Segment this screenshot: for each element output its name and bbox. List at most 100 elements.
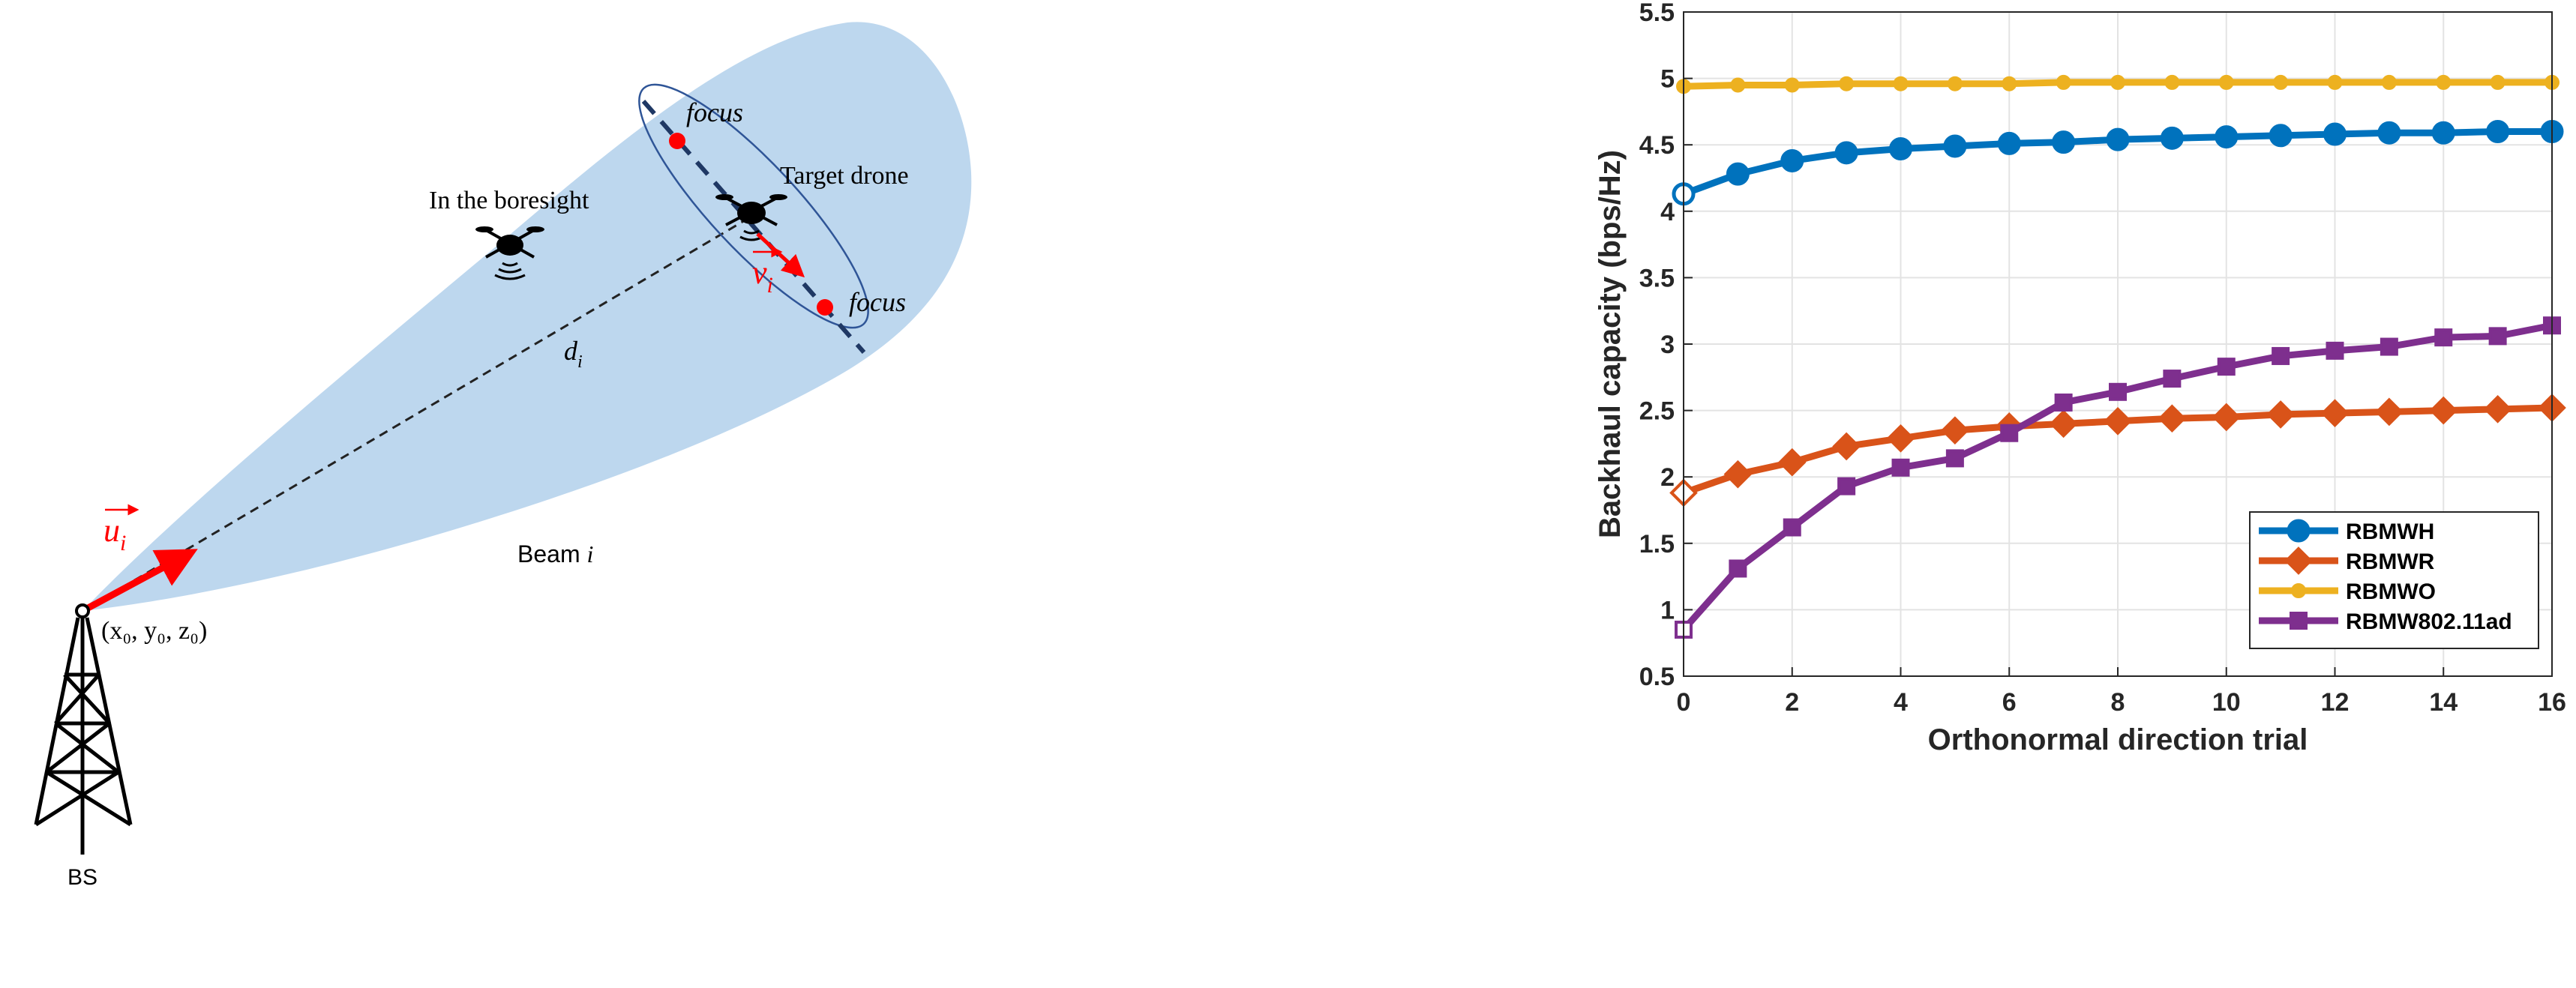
bs-tower-icon (34, 603, 133, 855)
data-point (1889, 137, 1912, 161)
y-tick-label: 3 (1660, 331, 1675, 359)
beam-shape (82, 22, 972, 612)
focus-point-top (669, 133, 685, 149)
data-point (2212, 403, 2241, 432)
u-vector-arrow (80, 549, 198, 614)
x-tick-label: 4 (1894, 688, 1908, 717)
label-bs-coordinates: (x₀, y₀, z₀) (101, 617, 207, 645)
legend-marker (2287, 519, 2311, 543)
data-point (2490, 74, 2506, 90)
capacity-chart: 0 2 4 6 8 10 12 14 16 0.5 1 1.5 2 2.5 3 3.5 4 4.5 5 5.5 Ort… (1594, 0, 2566, 756)
data-point (2429, 396, 2458, 425)
y-tick-label: 5 (1660, 65, 1675, 94)
legend-marker (2290, 612, 2308, 630)
data-point (1839, 76, 1855, 91)
y-tick-label: 4 (1660, 198, 1675, 226)
data-point (2326, 341, 2344, 360)
legend-label: RBMWO (2346, 579, 2436, 604)
data-point (2320, 399, 2350, 427)
data-point (1780, 148, 1804, 172)
y-axis-label: Backhaul capacity (bps/Hz) (1594, 150, 1627, 538)
tick-layer: 0 2 4 6 8 10 12 14 16 0.5 1 1.5 2 2.5 3 3.5 4 4.5 5 5.5 (1639, 0, 2566, 717)
data-point (2375, 397, 2404, 427)
legend-entry-rbmwr: RBMWR (2259, 546, 2435, 575)
data-point (2323, 122, 2347, 146)
data-point (2377, 121, 2401, 145)
y-tick-label: 4.5 (1639, 131, 1675, 160)
legend-entry-rbmwh: RBMWH (2259, 519, 2434, 544)
data-point (1834, 141, 1858, 165)
data-point (1726, 162, 1750, 186)
series-rbmw802-11ad (1675, 316, 2561, 639)
data-point (1783, 518, 1801, 537)
data-point (1730, 77, 1746, 93)
label-focus-top: focus (686, 97, 743, 127)
data-point (1943, 134, 1967, 158)
label-v-vector: vi (752, 254, 773, 298)
series-rbmwr (1669, 394, 2566, 507)
data-point (1945, 449, 1964, 468)
data-point (1784, 77, 1800, 93)
data-point (2158, 404, 2187, 433)
legend-marker (2284, 546, 2313, 575)
data-point (2052, 130, 2076, 154)
x-tick-label: 12 (2321, 688, 2350, 717)
label-boresight: In the boresight (429, 187, 589, 214)
data-point (1997, 131, 2021, 155)
x-tick-label: 2 (1785, 688, 1799, 717)
data-point (1777, 448, 1807, 477)
data-point (1941, 416, 1969, 445)
label-beam: Beam i (517, 540, 593, 567)
y-tick-label: 0.5 (1639, 663, 1675, 691)
legend-label: RBMW802.11ad (2346, 609, 2512, 634)
beam-diagram: In the boresight Target drone focus focu… (34, 22, 972, 890)
data-point (2160, 126, 2184, 150)
series-layer (1669, 74, 2566, 639)
x-tick-label: 10 (2212, 688, 2241, 717)
x-tick-label: 0 (1677, 688, 1691, 717)
data-point (2488, 327, 2507, 346)
data-point (2163, 370, 2182, 388)
data-point (2000, 424, 2019, 442)
x-tick-label: 8 (2111, 688, 2125, 717)
legend-label: RBMWR (2346, 549, 2435, 574)
data-point (2002, 76, 2017, 91)
data-point (2054, 393, 2073, 412)
data-point (2215, 125, 2239, 149)
data-point (1886, 424, 1915, 453)
boresight-drone-icon (475, 226, 544, 280)
data-point (2164, 74, 2180, 90)
data-point (2106, 127, 2130, 151)
x-axis-label: Orthonormal direction trial (1928, 723, 2308, 756)
data-point (1947, 76, 1963, 91)
legend: RBMWH RBMWR RBMWO RBMW802.11ad (2249, 511, 2539, 649)
y-tick-label: 2 (1660, 463, 1675, 492)
data-point (2327, 74, 2343, 90)
data-point (1723, 460, 1753, 489)
label-focus-bottom: focus (849, 287, 906, 317)
series-rbmwo (1676, 74, 2560, 94)
label-u-vector: ui (103, 512, 126, 555)
data-point (2483, 394, 2512, 424)
label-bs: BS (67, 865, 97, 890)
data-point (2049, 409, 2078, 439)
y-tick-label: 3.5 (1639, 264, 1675, 292)
x-tick-label: 16 (2538, 688, 2566, 717)
data-point (1891, 458, 1910, 477)
data-point (1893, 76, 1909, 91)
legend-label: RBMWH (2346, 519, 2434, 544)
y-tick-label: 2.5 (1639, 397, 1675, 426)
data-point (1729, 559, 1747, 578)
label-distance: di (564, 336, 583, 372)
data-point (2381, 74, 2397, 90)
data-point (2431, 121, 2455, 145)
distance-line (82, 216, 751, 612)
data-point (2269, 124, 2293, 148)
data-point (2109, 382, 2127, 401)
legend-entries: RBMWH RBMWR RBMWO RBMW802.11ad (2259, 519, 2512, 634)
data-point (1837, 477, 1856, 495)
data-point (2434, 328, 2453, 347)
data-point (2273, 74, 2289, 90)
